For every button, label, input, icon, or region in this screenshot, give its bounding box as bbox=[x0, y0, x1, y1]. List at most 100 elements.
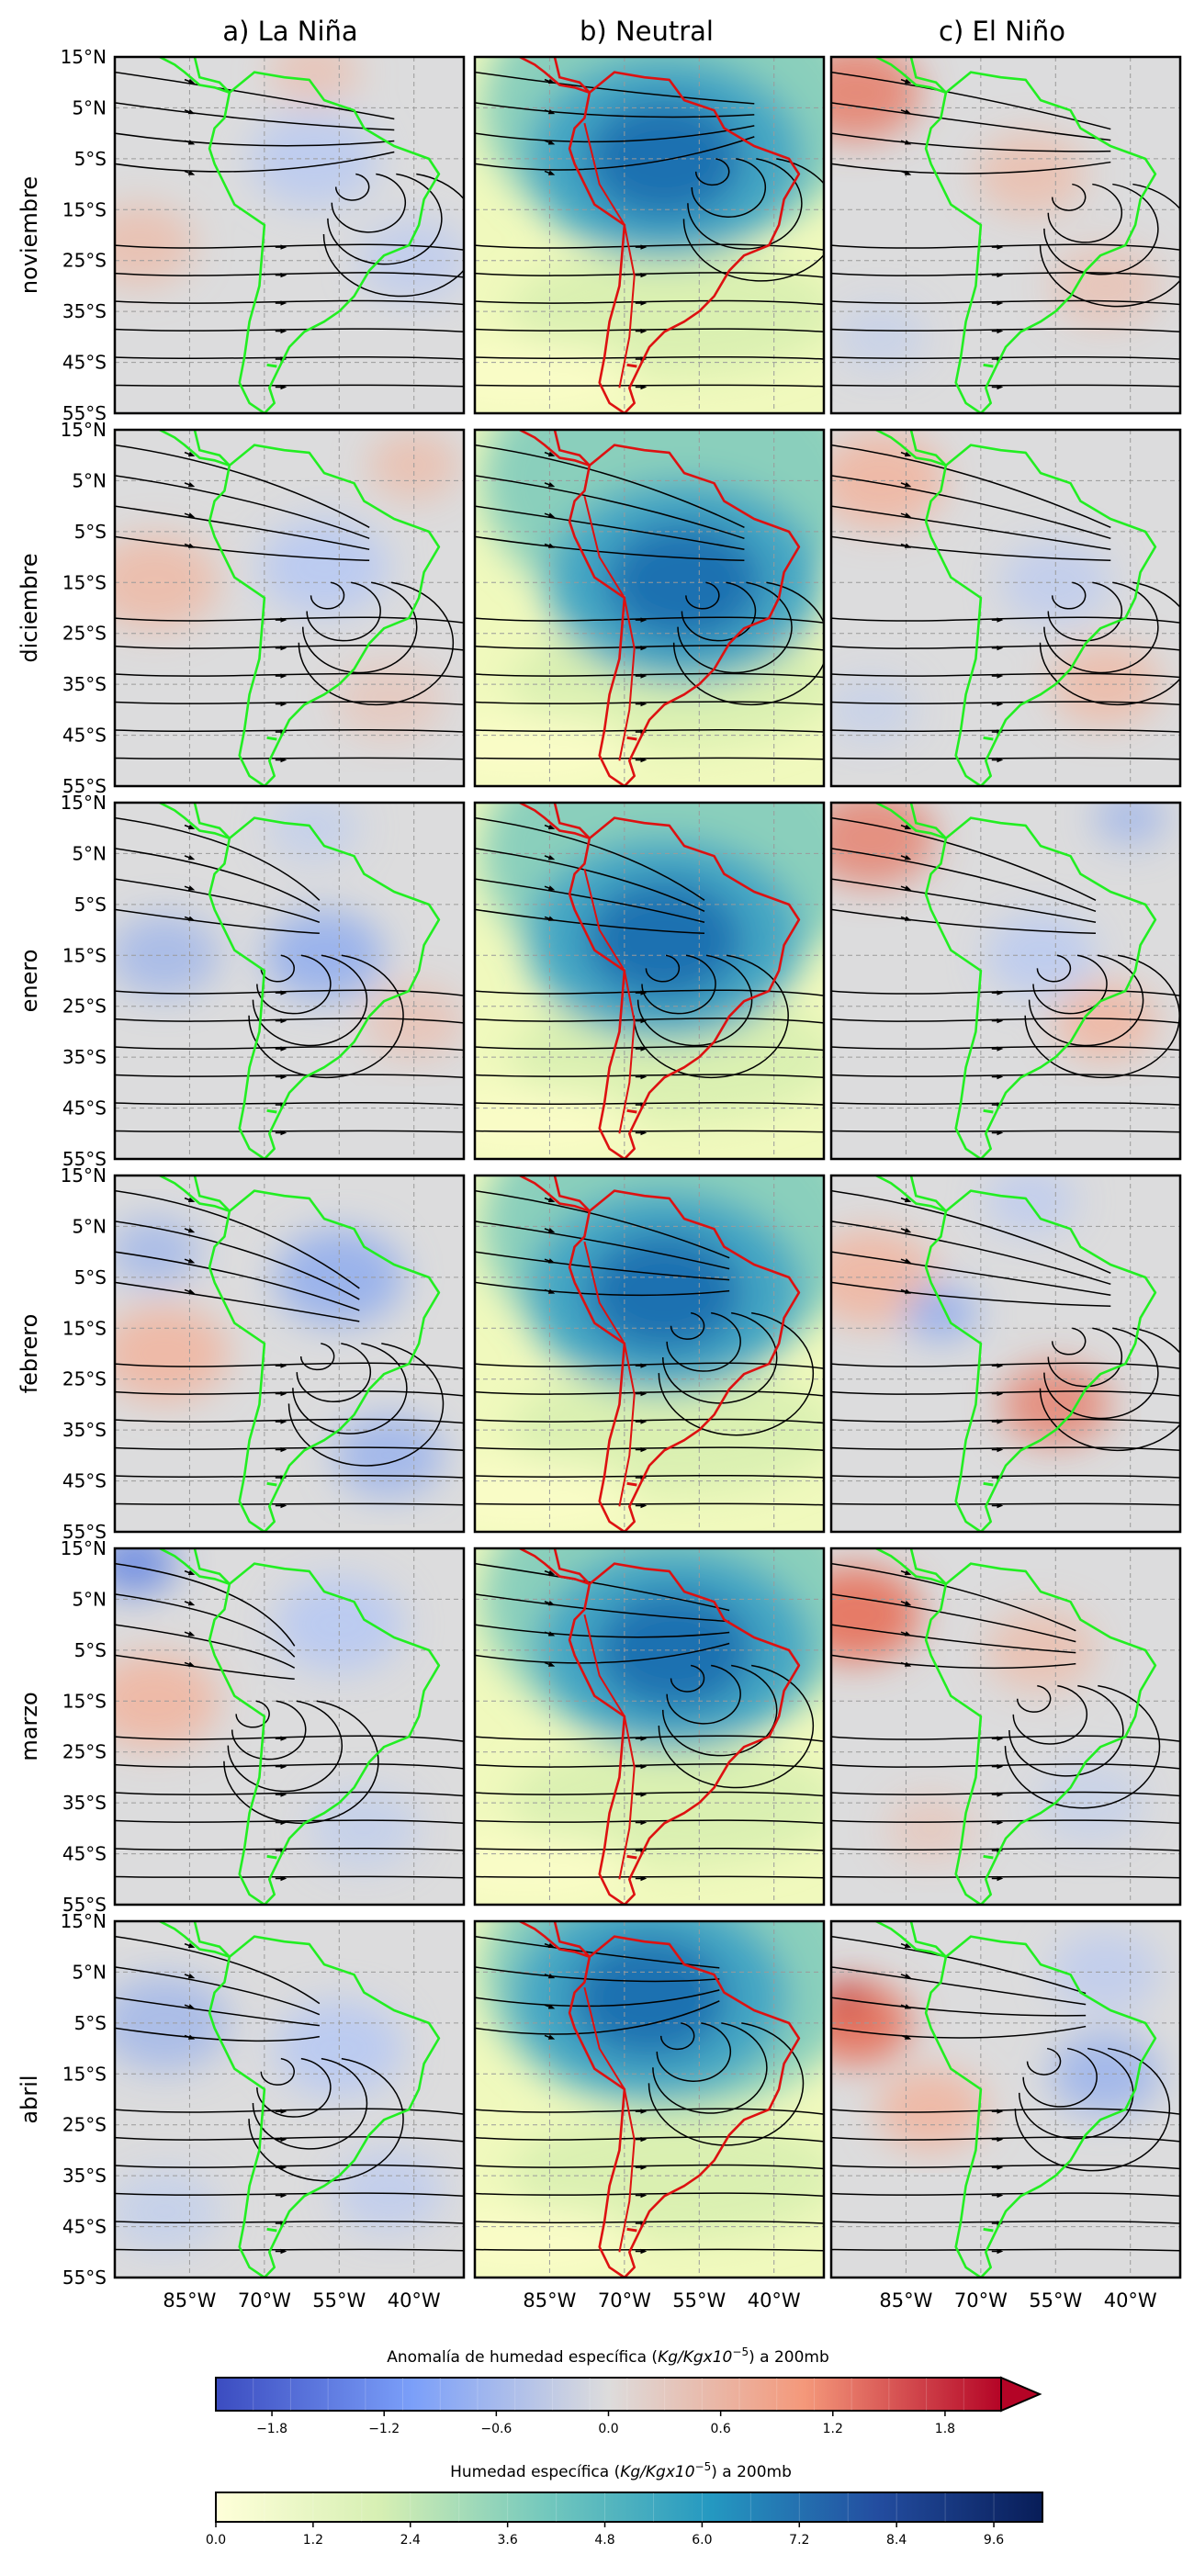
panel-2-2 bbox=[829, 801, 1182, 1161]
lat-label-0-6: 45°S bbox=[62, 352, 107, 374]
lat-label-0-5: 35°S bbox=[62, 300, 107, 322]
panel-0-3 bbox=[113, 1174, 466, 1534]
lat-label-1-7: 55°S bbox=[62, 775, 107, 797]
anomaly-colorbar-gradient bbox=[215, 2377, 1002, 2412]
panel-1-5 bbox=[473, 1919, 826, 2279]
panel-2-5 bbox=[829, 1919, 1182, 2279]
lat-label-3-4: 25°S bbox=[62, 1368, 107, 1390]
lat-label-1-2: 5°S bbox=[74, 521, 107, 543]
lon-label-2-3: 40°W bbox=[1104, 2289, 1157, 2312]
lat-label-0-0: 15°N bbox=[61, 46, 107, 68]
lat-label-4-1: 5°N bbox=[72, 1588, 107, 1610]
lat-label-4-4: 25°S bbox=[62, 1741, 107, 1763]
anomaly-tick-3: 0.0 bbox=[598, 2422, 618, 2436]
humidity-tick-2: 2.4 bbox=[400, 2533, 421, 2548]
lat-label-2-7: 55°S bbox=[62, 1148, 107, 1170]
humidity-tick-8: 9.6 bbox=[984, 2533, 1004, 2548]
lat-label-0-3: 15°S bbox=[62, 198, 107, 220]
lat-label-1-4: 25°S bbox=[62, 623, 107, 645]
lat-label-5-6: 45°S bbox=[62, 2216, 107, 2238]
lat-label-1-0: 15°N bbox=[61, 419, 107, 441]
lat-label-2-4: 25°S bbox=[62, 996, 107, 1018]
lat-label-4-3: 15°S bbox=[62, 1690, 107, 1712]
longitude-labels: 85°W 70°W 55°W 40°W 85°W 70°W 55°W 40°W 85°W 70°W… bbox=[163, 2289, 1157, 2312]
lat-label-5-0: 15°N bbox=[61, 1910, 107, 1932]
row-label-0: noviembre bbox=[17, 176, 42, 294]
humidity-tick-5: 6.0 bbox=[692, 2533, 712, 2548]
panel-1-4 bbox=[473, 1547, 826, 1907]
lon-label-2-2: 55°W bbox=[1029, 2289, 1082, 2312]
panel-0-1 bbox=[113, 428, 466, 788]
lat-label-5-2: 5°S bbox=[74, 2012, 107, 2034]
row-label-1: diciembre bbox=[17, 553, 42, 662]
anomaly-tick-5: 1.2 bbox=[823, 2422, 843, 2436]
lat-label-5-3: 15°S bbox=[62, 2063, 107, 2085]
lat-label-3-2: 5°S bbox=[74, 1266, 107, 1288]
lat-label-4-5: 35°S bbox=[62, 1792, 107, 1814]
lat-label-5-4: 25°S bbox=[62, 2114, 107, 2136]
humidity-colorbar-label: Humedad específica (Kg/Kgx10−5) a 200mb bbox=[450, 2460, 792, 2481]
lat-label-3-1: 5°N bbox=[72, 1215, 107, 1237]
panel-2-4 bbox=[829, 1547, 1182, 1907]
lat-label-2-5: 35°S bbox=[62, 1046, 107, 1068]
humidity-tick-3: 3.6 bbox=[498, 2533, 518, 2548]
humidity-tick-7: 8.4 bbox=[886, 2533, 907, 2548]
lat-label-5-1: 5°N bbox=[72, 1961, 107, 1983]
lat-label-0-2: 5°S bbox=[74, 148, 107, 170]
lat-label-4-7: 55°S bbox=[62, 1894, 107, 1916]
lat-label-4-2: 5°S bbox=[74, 1639, 107, 1661]
lat-label-3-5: 35°S bbox=[62, 1419, 107, 1441]
panel-0-2 bbox=[113, 801, 466, 1161]
lat-label-1-5: 35°S bbox=[62, 673, 107, 695]
lon-label-0-2: 55°W bbox=[312, 2289, 366, 2312]
lat-label-3-3: 15°S bbox=[62, 1317, 107, 1339]
lat-label-2-2: 5°S bbox=[74, 894, 107, 916]
row-labels: noviembre diciembre enero febrero marzo abril bbox=[17, 176, 42, 2124]
lon-label-1-2: 55°W bbox=[672, 2289, 726, 2312]
lon-label-1-0: 85°W bbox=[523, 2289, 576, 2312]
anomaly-tick-6: 1.8 bbox=[935, 2422, 955, 2436]
humidity-tick-4: 4.8 bbox=[594, 2533, 614, 2548]
anomaly-tick-4: 0.6 bbox=[711, 2422, 731, 2436]
row-label-5: abril bbox=[17, 2075, 42, 2123]
anomaly-tick-2: −0.6 bbox=[480, 2422, 512, 2436]
humidity-colorbar: Humedad específica (Kg/Kgx10−5) a 200mb … bbox=[206, 2460, 1043, 2548]
panel-1-2 bbox=[473, 801, 826, 1161]
lat-label-1-1: 5°N bbox=[72, 469, 107, 491]
column-title-la-nina: a) La Niña bbox=[222, 16, 357, 47]
lat-label-1-3: 15°S bbox=[62, 571, 107, 593]
panel-2-3 bbox=[829, 1174, 1182, 1534]
lat-label-0-1: 5°N bbox=[72, 96, 107, 118]
lat-label-3-7: 55°S bbox=[62, 1521, 107, 1543]
anomaly-colorbar-label: Anomalía de humedad específica (Kg/Kgx10… bbox=[387, 2345, 829, 2367]
panel-0-4 bbox=[113, 1547, 466, 1907]
row-label-3: febrero bbox=[17, 1314, 42, 1394]
panel-0-5 bbox=[113, 1919, 466, 2279]
panel-0-0 bbox=[113, 55, 466, 415]
lon-label-1-1: 70°W bbox=[598, 2289, 651, 2312]
panel-1-3 bbox=[473, 1174, 826, 1534]
lat-label-2-1: 5°N bbox=[72, 842, 107, 864]
lat-label-2-6: 45°S bbox=[62, 1097, 107, 1119]
lon-label-0-0: 85°W bbox=[163, 2289, 216, 2312]
lon-label-0-3: 40°W bbox=[388, 2289, 441, 2312]
lon-label-2-1: 70°W bbox=[954, 2289, 1008, 2312]
lon-label-1-3: 40°W bbox=[748, 2289, 801, 2312]
column-title-neutral: b) Neutral bbox=[580, 16, 714, 47]
lat-label-2-0: 15°N bbox=[61, 792, 107, 814]
panel-2-0 bbox=[829, 55, 1182, 415]
latitude-labels: 15°N5°N5°S15°S25°S35°S45°S55°S15°N5°N5°S… bbox=[61, 46, 107, 2289]
humidity-tick-0: 0.0 bbox=[206, 2533, 226, 2548]
panel-grid bbox=[113, 55, 1182, 2279]
lat-label-5-5: 35°S bbox=[62, 2165, 107, 2187]
lat-label-5-7: 55°S bbox=[62, 2267, 107, 2289]
lat-label-0-7: 55°S bbox=[62, 402, 107, 424]
lat-label-4-0: 15°N bbox=[61, 1537, 107, 1559]
humidity-colorbar-gradient bbox=[215, 2492, 1043, 2523]
humidity-tick-6: 7.2 bbox=[789, 2533, 809, 2548]
panel-1-0 bbox=[473, 55, 826, 415]
anomaly-colorbar-extend bbox=[1000, 2376, 1042, 2413]
panel-2-1 bbox=[829, 428, 1182, 788]
row-label-4: marzo bbox=[17, 1692, 42, 1760]
panel-1-1 bbox=[473, 428, 826, 788]
